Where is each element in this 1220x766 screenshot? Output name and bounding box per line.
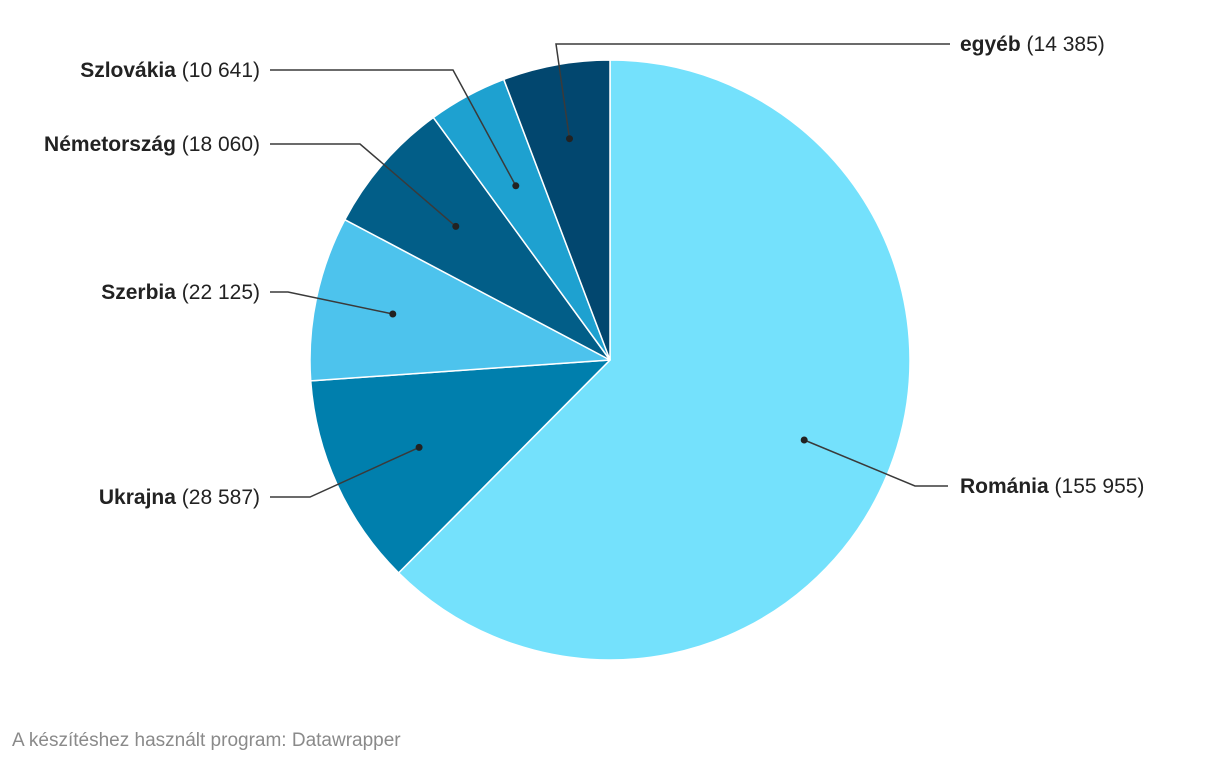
slice-label-name: Ukrajna xyxy=(99,486,176,509)
leader-line-nemetorszag xyxy=(270,143,457,227)
pie-labels: Románia (155 955) Ukrajna (28 587) Szerbia… xyxy=(44,33,1144,509)
pie-leader-lines xyxy=(270,43,950,498)
leader-line-romania xyxy=(803,439,948,487)
slice-label-value: (28 587) xyxy=(176,486,260,509)
leader-line-ukrajna xyxy=(270,446,420,498)
leader-dot-nemetorszag xyxy=(452,222,460,230)
slice-label-value: (22 125) xyxy=(176,281,260,304)
slice-label-ukrajna: Ukrajna (28 587) xyxy=(99,486,260,509)
leader-dot-szlovakia xyxy=(512,182,520,190)
leader-line-egyeb xyxy=(555,43,950,139)
slice-label-romania: Románia (155 955) xyxy=(960,475,1144,498)
slice-label-name: Szlovákia xyxy=(80,59,176,82)
footer-credit[interactable]: A készítéshez használt program: Datawrap… xyxy=(12,730,401,751)
leader-dot-romania xyxy=(800,436,808,444)
leader-dot-szerbia xyxy=(389,310,397,318)
slice-label-value: (155 955) xyxy=(1049,475,1145,498)
leader-line-szlovakia xyxy=(270,69,517,187)
slice-label-egyeb: egyéb (14 385) xyxy=(960,33,1105,56)
slice-label-name: Németország xyxy=(44,133,176,156)
slice-label-name: egyéb xyxy=(960,33,1021,56)
slice-label-nemetorszag: Németország (18 060) xyxy=(44,133,260,156)
slice-label-name: Románia xyxy=(960,475,1049,498)
slice-label-szerbia: Szerbia (22 125) xyxy=(101,281,260,304)
leader-line-szerbia xyxy=(270,291,393,315)
pie-slices xyxy=(309,59,911,661)
leader-dot-ukrajna xyxy=(415,443,423,451)
slice-label-szlovakia: Szlovákia (10 641) xyxy=(80,59,260,82)
slice-label-name: Szerbia xyxy=(101,281,176,304)
leader-dot-egyeb xyxy=(566,135,573,143)
slice-label-value: (14 385) xyxy=(1021,33,1105,56)
pie-slice-egyeb[interactable] xyxy=(503,59,611,361)
slice-label-value: (10 641) xyxy=(176,59,260,82)
slice-label-value: (18 060) xyxy=(176,133,260,156)
